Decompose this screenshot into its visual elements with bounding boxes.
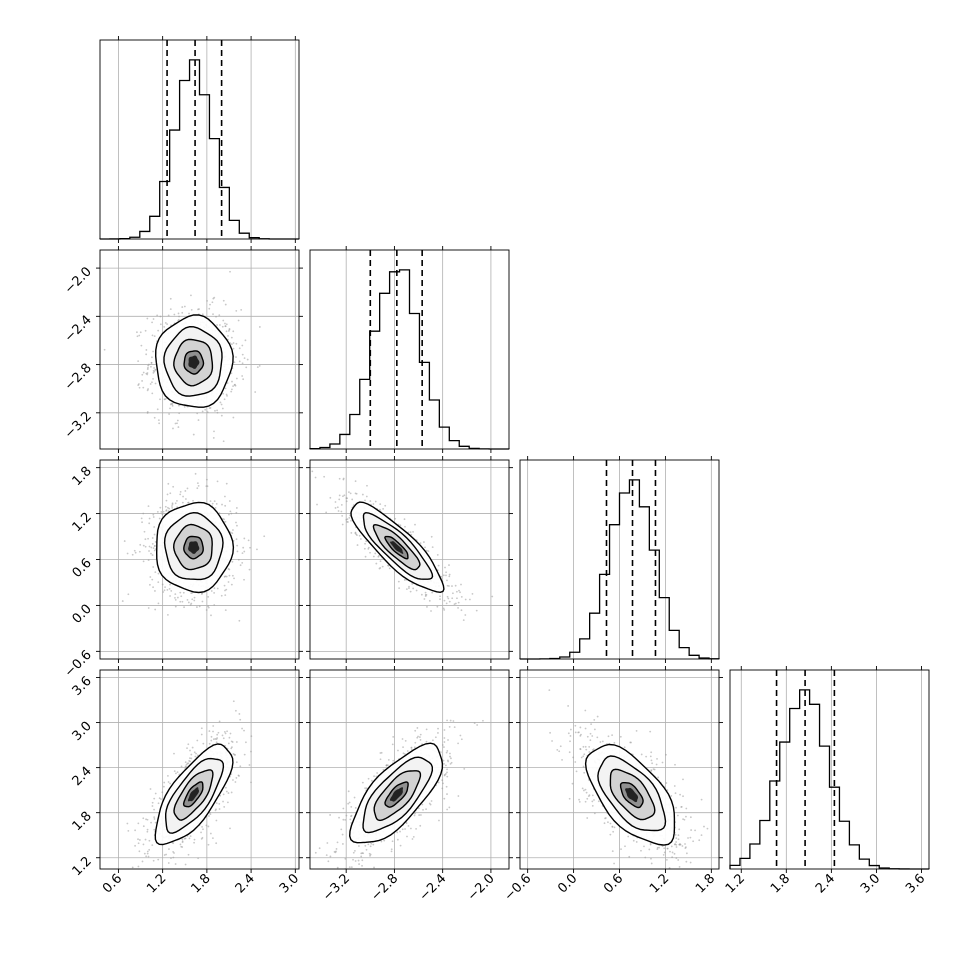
contour-line xyxy=(173,769,214,821)
density-core xyxy=(187,787,199,802)
x-tick-label: 3.6 xyxy=(903,871,928,896)
density-core xyxy=(625,787,639,803)
scatter-panel-1-3: −3.2 −2.8 −2.4 −2.0 xyxy=(306,666,513,904)
x-tick-label: 0.6 xyxy=(601,871,626,896)
contour-line xyxy=(172,523,213,571)
y-tick-label: 1.2 xyxy=(70,510,95,535)
contour-line xyxy=(597,755,667,832)
panel-content xyxy=(121,472,266,622)
contour-line xyxy=(182,781,204,808)
contour-line xyxy=(183,535,204,560)
x-tick-label: 1.8 xyxy=(693,871,718,896)
x-tick-label: 1.2 xyxy=(723,871,748,896)
histogram-panel-2 xyxy=(519,456,720,663)
x-tick-label: 0.0 xyxy=(555,871,580,896)
scatter-panel-2-3: −0.6 0.0 0.6 1.2 1.8 xyxy=(502,666,723,904)
contour-line xyxy=(165,757,225,834)
histogram-steps xyxy=(309,269,510,450)
contour-line xyxy=(154,314,234,408)
x-tick-label: −2.8 xyxy=(368,871,401,904)
scatter-panel-0-2: −0.6 0.0 0.6 1.2 1.8 xyxy=(62,456,303,681)
scatter-panel-0-1: −3.2 −2.8 −2.4 −2.0 xyxy=(62,246,303,453)
x-tick-label: 3.0 xyxy=(858,871,883,896)
contour-line xyxy=(173,338,214,387)
y-tick-label: −3.2 xyxy=(62,409,95,442)
y-tick-label: 1.2 xyxy=(70,854,95,879)
contour-line xyxy=(362,756,433,834)
y-tick-label: 1.8 xyxy=(70,809,95,834)
density-core xyxy=(188,355,200,369)
x-tick-label: 1.2 xyxy=(144,871,169,896)
y-tick-label: 3.0 xyxy=(70,719,95,744)
y-tick-label: −0.6 xyxy=(62,648,95,681)
panel-frame xyxy=(99,249,300,450)
contour-line xyxy=(372,523,421,571)
histogram-steps xyxy=(99,59,299,240)
scatter-panel-0-3: 0.6 1.2 1.8 2.4 3.01.21.82.43.03.6 xyxy=(70,666,303,896)
density-core xyxy=(389,787,403,802)
panel-frame xyxy=(309,249,510,450)
contour-line xyxy=(619,782,644,809)
y-tick-label: 2.4 xyxy=(70,764,95,789)
x-tick-label: −2.0 xyxy=(465,871,498,904)
x-tick-label: 1.2 xyxy=(647,871,672,896)
contour-line xyxy=(163,325,223,397)
x-tick-label: −0.6 xyxy=(502,871,535,904)
y-tick-label: 0.0 xyxy=(70,602,95,627)
contour-line xyxy=(183,350,205,375)
panel-content xyxy=(126,700,253,869)
x-tick-label: 0.6 xyxy=(100,871,125,896)
x-tick-label: 3.0 xyxy=(277,871,302,896)
x-tick-label: 2.4 xyxy=(813,871,838,896)
panel-frame xyxy=(309,669,510,870)
density-core xyxy=(390,541,404,554)
y-tick-label: −2.0 xyxy=(62,264,95,297)
y-tick-label: −2.8 xyxy=(62,361,95,394)
panel-content xyxy=(311,470,494,622)
x-tick-label: −3.2 xyxy=(320,871,353,904)
contour-line xyxy=(155,501,235,594)
contour-line xyxy=(373,770,422,822)
histogram-steps xyxy=(729,689,930,870)
contour-line xyxy=(584,743,676,846)
contour-line xyxy=(384,781,409,808)
contour-line xyxy=(348,742,444,844)
y-tick-label: −2.4 xyxy=(62,313,95,346)
panel-content xyxy=(103,270,261,443)
y-tick-label: 1.8 xyxy=(70,464,95,489)
contour-line xyxy=(350,501,445,594)
panel-frame xyxy=(99,39,300,240)
histogram-panel-3: 1.2 1.8 2.4 3.0 3.6 xyxy=(723,666,930,896)
density-core xyxy=(188,541,200,554)
panel-frame xyxy=(99,669,300,870)
scatter-panel-1-2 xyxy=(306,456,513,663)
x-tick-label: −2.4 xyxy=(417,871,450,904)
histogram-panel-0 xyxy=(99,36,300,243)
contour-line xyxy=(609,768,656,821)
panel-content xyxy=(314,719,484,869)
x-tick-label: 1.8 xyxy=(768,871,793,896)
y-tick-label: 0.6 xyxy=(70,556,95,581)
x-tick-label: 1.8 xyxy=(188,871,213,896)
panel-frame xyxy=(729,669,930,870)
contour-line xyxy=(384,535,409,560)
histogram-panel-1 xyxy=(309,246,510,453)
contour-line xyxy=(362,511,434,580)
panel-content xyxy=(548,689,709,869)
x-tick-label: 2.4 xyxy=(233,871,258,896)
contour-line xyxy=(163,511,224,581)
contour-line xyxy=(154,743,234,846)
